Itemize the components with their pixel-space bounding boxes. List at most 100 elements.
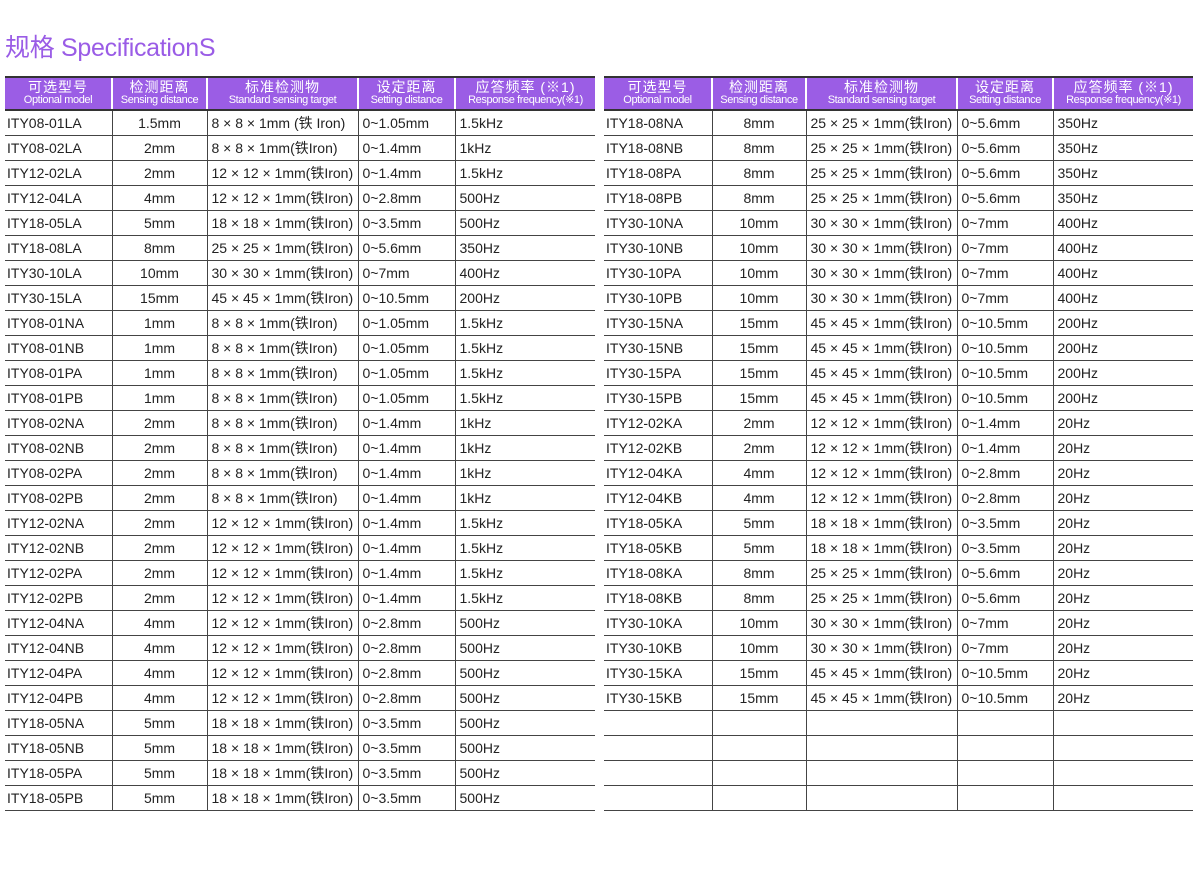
cell-standard-target: 45 × 45 × 1mm(铁Iron) (805, 685, 957, 711)
cell-standard-target: 18 × 18 × 1mm(铁Iron) (206, 760, 358, 786)
cell-response-frequency: 1.5kHz (454, 585, 595, 611)
cell-setting-distance: 0~1.4mm (357, 435, 455, 461)
cell-response-frequency: 20Hz (1052, 585, 1193, 611)
header-response-frequency: 应答频率 (※1) Response frequency(※1) (1052, 76, 1193, 111)
cell-setting-distance: 0~3.5mm (357, 735, 455, 761)
header-model-cn: 可选型号 (28, 78, 88, 95)
header-setting-distance-en: Setting distance (370, 93, 443, 106)
cell-model: ITY30-15KA (604, 660, 712, 686)
cell-sensing-distance (711, 785, 806, 811)
cell-sensing-distance: 4mm (111, 185, 207, 211)
cell-response-frequency: 20Hz (1052, 410, 1193, 436)
cell-model (604, 760, 712, 786)
cell-standard-target: 18 × 18 × 1mm(铁Iron) (805, 535, 957, 561)
cell-standard-target: 12 × 12 × 1mm(铁Iron) (206, 160, 358, 186)
cell-response-frequency: 200Hz (1052, 335, 1193, 361)
cell-standard-target: 30 × 30 × 1mm(铁Iron) (206, 260, 358, 286)
header-model-en: Optional model (623, 93, 692, 106)
cell-standard-target (805, 785, 957, 811)
cell-model: ITY12-02NA (5, 510, 112, 536)
cell-sensing-distance: 2mm (111, 160, 207, 186)
cell-response-frequency: 500Hz (454, 735, 595, 761)
cell-standard-target: 8 × 8 × 1mm(铁Iron) (206, 460, 358, 486)
cell-sensing-distance: 8mm (711, 160, 806, 186)
cell-response-frequency: 400Hz (1052, 235, 1193, 261)
cell-standard-target: 25 × 25 × 1mm(铁Iron) (805, 135, 957, 161)
cell-setting-distance: 0~1.4mm (357, 410, 455, 436)
cell-model (604, 710, 712, 736)
table-row: ITY30-15NA 15mm 45 × 45 × 1mm(铁Iron) 0~10.5… (604, 310, 1193, 336)
header-row: 可选型号 Optional model 检测距离 Sensing distance 标准… (604, 76, 1193, 111)
table-row: ITY30-10NA 10mm 30 × 30 × 1mm(铁Iron) 0~7mm 4… (604, 210, 1193, 236)
header-standard-target-en: Standard sensing target (827, 93, 936, 106)
cell-response-frequency: 500Hz (454, 210, 595, 236)
cell-model: ITY12-02PA (5, 560, 112, 586)
cell-response-frequency: 20Hz (1052, 610, 1193, 636)
cell-sensing-distance: 15mm (711, 335, 806, 361)
cell-setting-distance: 0~3.5mm (956, 535, 1053, 561)
table-row: ITY08-02NA 2mm 8 × 8 × 1mm(铁Iron) 0~1.4mm 1k… (5, 410, 595, 436)
table-row: ITY18-08LA 8mm 25 × 25 × 1mm(铁Iron) 0~5.6mm… (5, 235, 595, 261)
cell-setting-distance: 0~5.6mm (357, 235, 455, 261)
cell-standard-target: 8 × 8 × 1mm(铁Iron) (206, 135, 358, 161)
cell-response-frequency: 350Hz (454, 235, 595, 261)
cell-sensing-distance: 15mm (711, 385, 806, 411)
header-setting-distance: 设定距离 Setting distance (956, 76, 1053, 111)
cell-model: ITY12-04KA (604, 460, 712, 486)
cell-model: ITY18-08NB (604, 135, 712, 161)
cell-response-frequency: 20Hz (1052, 635, 1193, 661)
cell-setting-distance: 0~2.8mm (357, 635, 455, 661)
spec-table-left: 可选型号 Optional model 检测距离 Sensing distance 标准… (5, 76, 595, 811)
table-row: ITY18-08PB 8mm 25 × 25 × 1mm(铁Iron) 0~5.6mm… (604, 185, 1193, 211)
header-response-frequency: 应答频率 (※1) Response frequency(※1) (454, 76, 595, 111)
cell-response-frequency: 350Hz (1052, 160, 1193, 186)
cell-model: ITY12-04PB (5, 685, 112, 711)
cell-sensing-distance: 15mm (711, 360, 806, 386)
cell-sensing-distance: 8mm (111, 235, 207, 261)
cell-model: ITY12-04NA (5, 610, 112, 636)
cell-response-frequency: 1.5kHz (454, 110, 595, 136)
table-row: ITY30-15LA 15mm 45 × 45 × 1mm(铁Iron) 0~10.5… (5, 285, 595, 311)
cell-standard-target: 12 × 12 × 1mm(铁Iron) (206, 510, 358, 536)
table-row: ITY12-04KA 4mm 12 × 12 × 1mm(铁Iron) 0~2.8mm… (604, 460, 1193, 486)
cell-setting-distance: 0~7mm (956, 210, 1053, 236)
table-row: ITY12-02NA 2mm 12 × 12 × 1mm(铁Iron) 0~1.4mm… (5, 510, 595, 536)
cell-sensing-distance (711, 735, 806, 761)
cell-response-frequency: 20Hz (1052, 460, 1193, 486)
cell-response-frequency: 1kHz (454, 435, 595, 461)
header-standard-target-en: Standard sensing target (228, 93, 337, 106)
cell-standard-target: 8 × 8 × 1mm(铁Iron) (206, 385, 358, 411)
cell-response-frequency: 500Hz (454, 610, 595, 636)
cell-setting-distance: 0~5.6mm (956, 135, 1053, 161)
cell-setting-distance: 0~2.8mm (956, 460, 1053, 486)
cell-response-frequency: 500Hz (454, 760, 595, 786)
cell-response-frequency: 20Hz (1052, 485, 1193, 511)
cell-setting-distance: 0~2.8mm (357, 685, 455, 711)
table-row: ITY18-08PA 8mm 25 × 25 × 1mm(铁Iron) 0~5.6mm… (604, 160, 1193, 186)
cell-model: ITY18-05KA (604, 510, 712, 536)
cell-standard-target: 30 × 30 × 1mm(铁Iron) (805, 635, 957, 661)
table-row: ITY30-10KA 10mm 30 × 30 × 1mm(铁Iron) 0~7mm 2… (604, 610, 1193, 636)
cell-standard-target: 8 × 8 × 1mm(铁Iron) (206, 410, 358, 436)
header-row: 可选型号 Optional model 检测距离 Sensing distance 标准… (5, 76, 595, 111)
cell-model: ITY08-01PB (5, 385, 112, 411)
cell-setting-distance: 0~7mm (956, 235, 1053, 261)
cell-response-frequency (1052, 710, 1193, 736)
header-standard-target-cn: 标准检测物 (245, 78, 320, 95)
header-standard-target: 标准检测物 Standard sensing target (206, 76, 358, 111)
cell-sensing-distance: 5mm (111, 710, 207, 736)
cell-model: ITY30-10PA (604, 260, 712, 286)
cell-model: ITY08-02NA (5, 410, 112, 436)
table-row: ITY12-02NB 2mm 12 × 12 × 1mm(铁Iron) 0~1.4mm… (5, 535, 595, 561)
cell-model: ITY08-01NA (5, 310, 112, 336)
cell-sensing-distance: 15mm (711, 660, 806, 686)
cell-standard-target: 45 × 45 × 1mm(铁Iron) (206, 285, 358, 311)
cell-setting-distance: 0~1.05mm (357, 310, 455, 336)
cell-setting-distance: 0~1.4mm (357, 535, 455, 561)
cell-setting-distance: 0~2.8mm (357, 185, 455, 211)
table-row: ITY08-02PA 2mm 8 × 8 × 1mm(铁Iron) 0~1.4mm 1k… (5, 460, 595, 486)
cell-standard-target: 12 × 12 × 1mm(铁Iron) (805, 410, 957, 436)
cell-standard-target: 18 × 18 × 1mm(铁Iron) (206, 210, 358, 236)
cell-setting-distance: 0~10.5mm (956, 360, 1053, 386)
cell-response-frequency: 20Hz (1052, 660, 1193, 686)
